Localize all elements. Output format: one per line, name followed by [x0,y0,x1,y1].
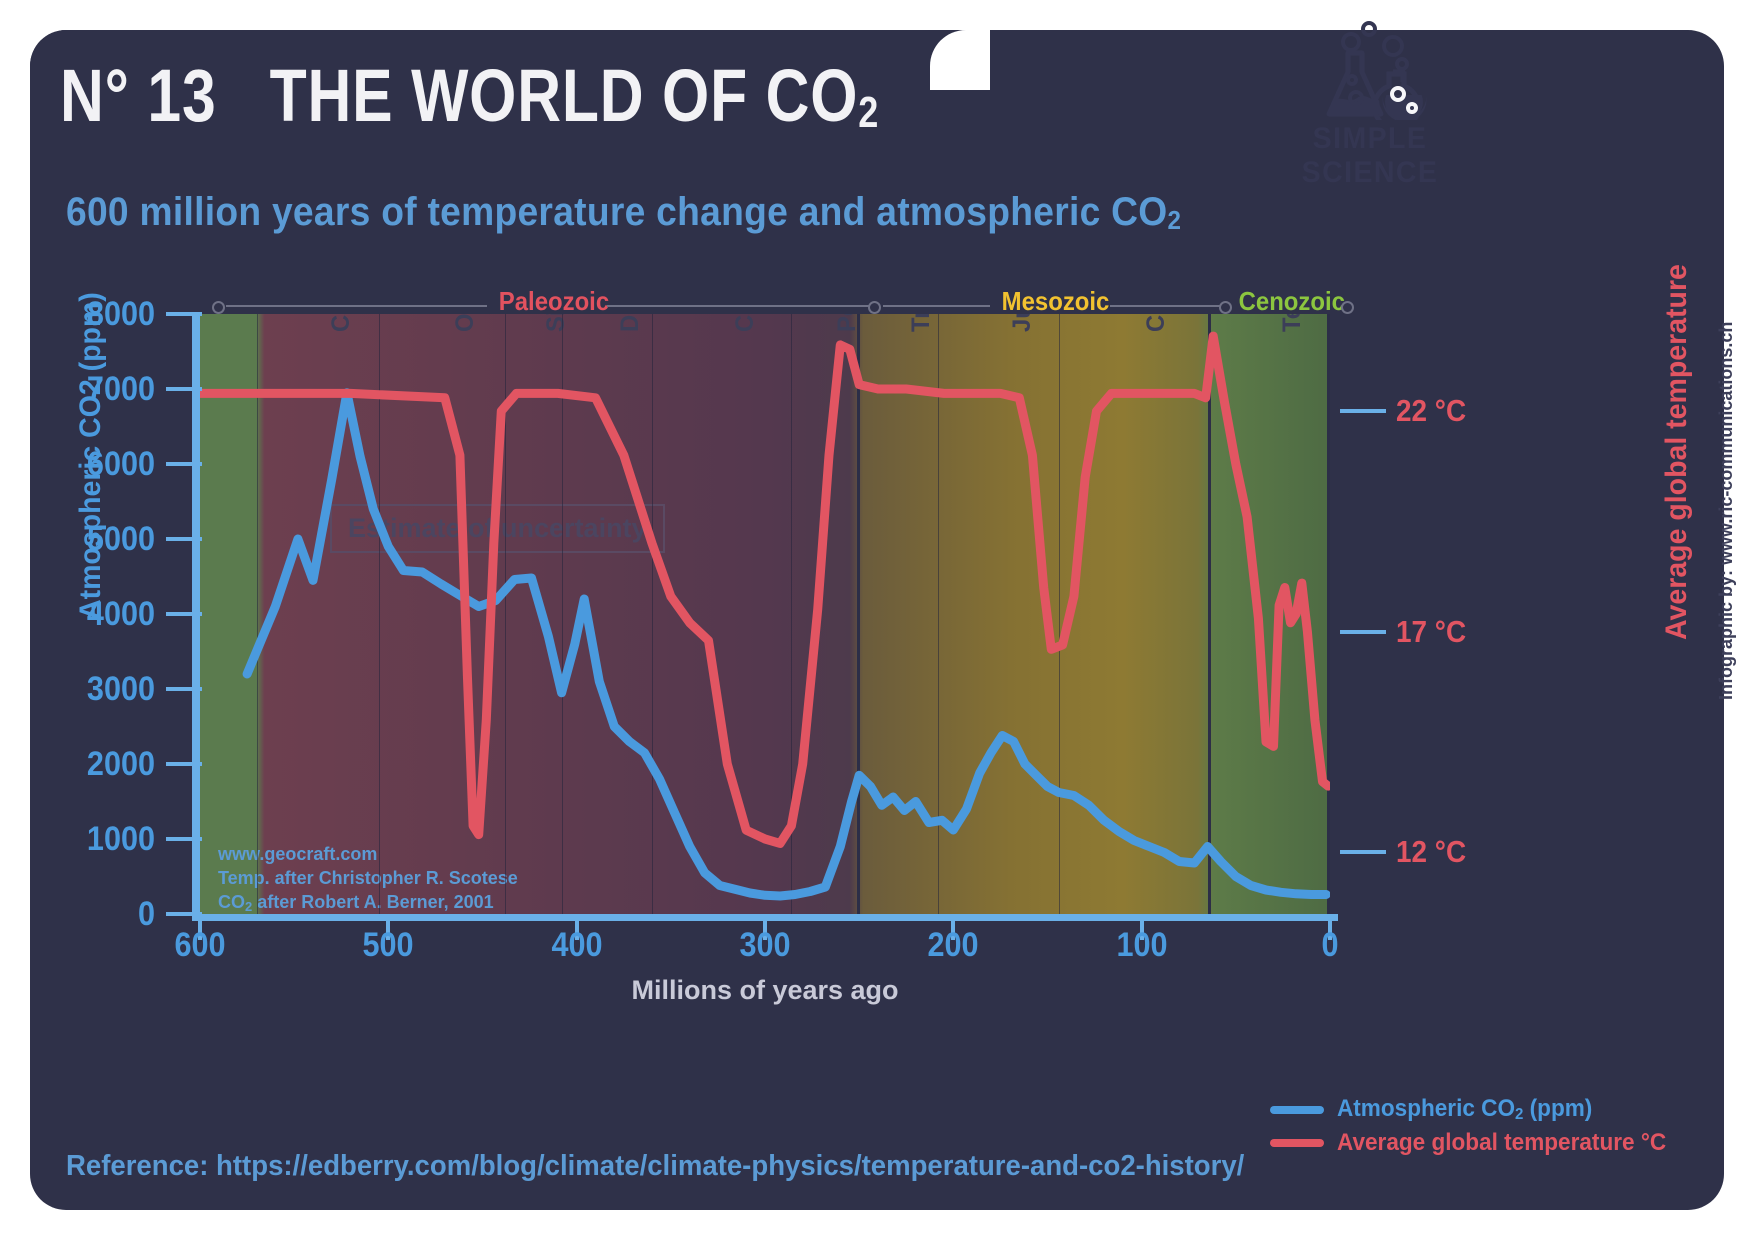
x-axis-tick-label: 400 [551,926,603,964]
temperature-axis-tick [1340,629,1386,634]
chart-legend: Atmospheric CO2 (ppm) Average global temp… [1270,1095,1687,1163]
credit-geocraft: www.geocraft.com [218,844,378,864]
x-axis-tick-label: 100 [1116,926,1168,964]
y-axis-tick-label: 1000 [86,820,155,858]
y-axis-title: Atmospheric CO2 (ppm) [74,292,107,620]
temperature-axis-tick-label: 12 °C [1396,834,1467,870]
legend-item: Average global temperature °C [1270,1129,1687,1163]
y-axis-tick-label: 2000 [86,745,155,783]
subtitle: 600 million years of temperature change … [66,190,1181,236]
era-endpoint-dot [868,301,882,314]
y-axis-tick [166,762,202,766]
y-axis-tick [166,312,202,316]
era-endpoint-dot [212,301,225,314]
source-credits: www.geocraft.com Temp. after Christopher… [218,842,518,914]
y-axis-tick-label: 3000 [86,670,155,708]
issue-number: N° 13 [60,54,217,137]
era-rule [606,305,872,307]
period-divider [938,314,940,914]
temperature-axis-tick [1340,850,1386,855]
series-line-temperature [200,331,1330,848]
era-label-mesozoic: Mesozoic [1002,286,1110,316]
x-axis-tick-label: 0 [1321,926,1339,964]
title-text: THE WORLD OF CO [269,54,859,137]
period-divider [857,314,861,914]
era-label-cenozoic: Cenozoic [1238,286,1345,316]
y-axis-tick-label: 4000 [86,595,155,633]
period-divider [652,314,653,914]
period-divider [1327,314,1330,914]
y-axis-tick [166,462,202,466]
y-axis-tick-label: 8000 [86,295,155,333]
x-axis-tick [1139,914,1144,940]
title-banner [30,30,960,170]
y-axis-tick [166,837,202,841]
x-axis-tick-label: 500 [362,926,414,964]
x-axis-tick-label: 200 [927,926,979,964]
temperature-axis-title: Average global temperature [1660,264,1693,640]
chart-series-layer [200,331,1330,901]
period-divider [378,314,380,914]
credit-berner: CO2 after Robert A. Berner, 2001 [218,892,494,914]
x-axis-tick [951,914,956,940]
legend-label: Average global temperature °C [1337,1129,1667,1156]
subtitle-text: 600 million years of temperature change … [66,190,1168,234]
chart-plot-area: Estimate of uncertainty www.geocraft.com… [200,314,1330,914]
x-axis-tick-label: 300 [739,926,791,964]
legend-label: Atmospheric CO2 (ppm) [1337,1095,1593,1123]
series-line-co2 [242,388,1330,901]
y-axis-tick [166,387,202,391]
period-divider [505,314,507,914]
title-banner-notch [930,30,990,90]
period-divider [791,314,793,914]
credit-scotese: Temp. after Christopher R. Scotese [218,868,518,888]
x-axis-tick [198,914,202,940]
legend-swatch [1270,1105,1324,1114]
era-endpoint-dot [1218,301,1232,314]
x-axis-tick [574,914,579,940]
legend-item: Atmospheric CO2 (ppm) [1270,1095,1687,1129]
era-label-paleozoic: Paleozoic [498,286,609,316]
era-rule [1110,305,1222,307]
era-endpoint-dot [1341,301,1354,314]
brand-logo: SIMPLE SCIENCE [1245,18,1495,189]
y-axis-tick-label: 6000 [86,445,155,483]
y-axis-tick-label: 5000 [86,520,155,558]
temperature-axis-tick-label: 22 °C [1396,393,1467,429]
y-axis-tick [166,912,202,916]
subtitle-subscript: 2 [1167,205,1182,235]
flasks-icon [1305,20,1433,132]
period-divider [561,314,563,914]
y-axis-tick-label: 0 [137,895,155,933]
era-rule [226,305,487,307]
y-axis-tick-label: 7000 [86,370,155,408]
temperature-axis-tick-label: 17 °C [1396,613,1467,649]
period-divider [1058,314,1060,914]
y-axis-tick [166,537,202,541]
title-subscript: 2 [858,88,880,137]
temperature-axis-tick [1340,409,1386,414]
era-ruler: Paleozoic Mesozoic Cenozoic [200,286,1354,316]
era-rule [883,305,991,307]
infographic-credit: Infographic by: www.ric-communications.c… [1716,321,1736,700]
x-axis-tick [386,914,391,940]
legend-swatch [1270,1139,1324,1147]
page-title: N° 13 THE WORLD OF CO2 [60,48,878,144]
period-divider [1207,314,1211,914]
chart-background-gradient [200,314,1330,914]
x-axis-tick [1328,914,1332,940]
x-axis-title: Millions of years ago [631,975,899,1005]
y-axis-tick [166,687,202,691]
logo-wordmark: SIMPLE SCIENCE [1301,122,1439,189]
period-divider [256,314,258,914]
x-axis-tick-label: 600 [174,926,226,964]
x-axis-tick [763,914,767,940]
y-axis-tick [166,612,202,616]
reference-link[interactable]: Reference: https://edberry.com/blog/clim… [66,1150,1245,1182]
